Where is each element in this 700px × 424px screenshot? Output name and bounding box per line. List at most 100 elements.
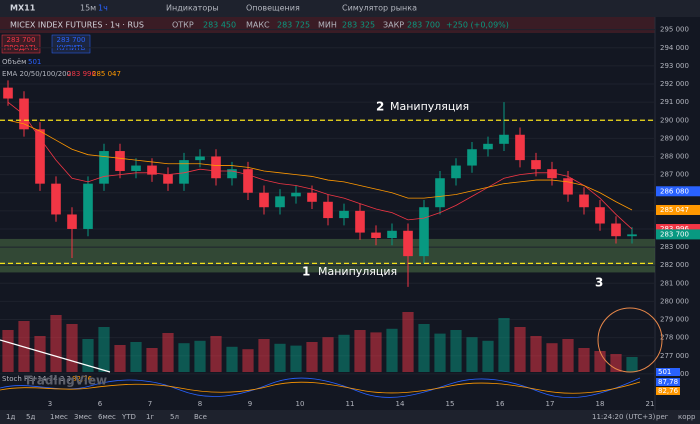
y-tick-label: 292 000 bbox=[660, 80, 689, 88]
x-tick-label: 10 bbox=[296, 400, 305, 408]
volume-bar bbox=[466, 337, 478, 372]
range-button[interactable]: 1д bbox=[6, 413, 15, 421]
buy-button[interactable] bbox=[51, 34, 91, 54]
ema-label: EMA 20/50/100/200 bbox=[2, 70, 71, 78]
ema-line bbox=[7, 101, 633, 230]
y-tick-label: 289 000 bbox=[660, 134, 689, 142]
range-button[interactable]: 3мес bbox=[74, 413, 92, 421]
open-label: ОТКР bbox=[172, 21, 194, 30]
range-button[interactable]: 5л bbox=[170, 413, 179, 421]
candle-body bbox=[67, 214, 77, 229]
x-tick-label: 18 bbox=[596, 400, 605, 408]
candle-body bbox=[307, 192, 317, 202]
toolbar bbox=[0, 0, 700, 17]
candle-body bbox=[515, 134, 525, 161]
range-button[interactable]: 1мес bbox=[50, 413, 68, 421]
range-button[interactable]: 1г bbox=[146, 413, 154, 421]
replay-button[interactable]: Симулятор рынка bbox=[342, 4, 417, 13]
symbol[interactable]: MX11 bbox=[10, 4, 36, 13]
volume-bar bbox=[290, 345, 302, 372]
ema-value: 285 047 bbox=[92, 70, 121, 78]
volume-bar bbox=[210, 336, 222, 372]
candle-body bbox=[211, 156, 221, 179]
plot: 295 000 294 000 293 000 292 000 291 000 290 0… bbox=[0, 26, 700, 408]
sell-button[interactable] bbox=[1, 34, 41, 54]
stoch-axis-value: 82,76 bbox=[658, 387, 679, 395]
candle-body bbox=[499, 134, 509, 144]
candle-body bbox=[131, 165, 141, 171]
y-tick-label: 281 000 bbox=[660, 279, 689, 287]
bottom-bar bbox=[0, 410, 700, 424]
volume-bar bbox=[258, 339, 270, 372]
range-button[interactable]: 5д bbox=[26, 413, 35, 421]
zone bbox=[0, 238, 655, 273]
interval[interactable]: 15м bbox=[80, 4, 96, 13]
x-tick-label: 11 bbox=[346, 400, 355, 408]
price-label-box bbox=[656, 229, 700, 240]
volume-bar bbox=[2, 330, 14, 372]
legend-bar bbox=[0, 17, 655, 33]
y-tick-label: 277 000 bbox=[660, 352, 689, 360]
session[interactable]: рег bbox=[656, 413, 669, 421]
y-tick-label: 279 000 bbox=[660, 316, 689, 324]
volume-bar bbox=[450, 330, 462, 372]
price-label: 286 080 bbox=[660, 187, 689, 195]
candle-body bbox=[243, 169, 253, 193]
y-tick-label: 287 000 bbox=[660, 171, 689, 179]
highlight-circle bbox=[597, 307, 663, 373]
stoch-value: 82,76 bbox=[72, 375, 93, 383]
candle-body bbox=[467, 149, 477, 166]
candle-body bbox=[259, 192, 269, 208]
x-tick-label: 15 bbox=[446, 400, 455, 408]
close-value: 283 700 bbox=[407, 21, 440, 30]
candle-body bbox=[51, 183, 61, 215]
volume-value: 501 bbox=[28, 58, 41, 66]
volume-bar bbox=[178, 343, 190, 372]
stoch-axis-label bbox=[656, 387, 680, 395]
range-buttons: 1д 5д 1мес 3мес 6мес YTD 1г 5л Все bbox=[6, 413, 207, 421]
price-label-box bbox=[656, 224, 700, 235]
y-tick-label: 282 000 bbox=[660, 261, 689, 269]
volume-bar bbox=[546, 343, 558, 372]
price-label: 285 047 bbox=[660, 206, 689, 214]
candle-body bbox=[387, 230, 397, 239]
candle-body bbox=[147, 165, 157, 175]
buy-price: 283 700 bbox=[57, 36, 86, 44]
range-button[interactable]: Все bbox=[194, 413, 207, 421]
change: +250 (+0,09%) bbox=[446, 21, 509, 30]
y-tick-label: 278 000 bbox=[660, 334, 689, 342]
price-label-box bbox=[656, 204, 700, 215]
adjust[interactable]: корр bbox=[678, 413, 696, 421]
y-tick-label: 290 000 bbox=[660, 116, 689, 124]
range-button[interactable]: YTD bbox=[121, 413, 136, 421]
indicators-button[interactable]: Индикаторы bbox=[166, 4, 219, 13]
volume-bar bbox=[626, 357, 638, 372]
legend-title: MICEX INDEX FUTURES · 1ч · RUS bbox=[10, 21, 144, 30]
stoch-k bbox=[0, 377, 641, 399]
annotation-number: 1 bbox=[302, 265, 310, 279]
x-tick-label: 17 bbox=[546, 400, 555, 408]
interval[interactable]: 1ч bbox=[98, 4, 108, 13]
candle-body bbox=[419, 207, 429, 257]
alerts-button[interactable]: Оповещения bbox=[246, 4, 300, 13]
x-tick-label: 9 bbox=[248, 400, 252, 408]
volume-bar bbox=[114, 345, 126, 372]
volume-bar bbox=[418, 324, 430, 372]
range-button[interactable]: 6мес bbox=[98, 413, 116, 421]
x-tick-label: 6 bbox=[98, 400, 103, 408]
low-value: 283 325 bbox=[342, 21, 375, 30]
price-label-box bbox=[656, 186, 700, 197]
volume-bar bbox=[130, 342, 142, 372]
stoch-axis-label bbox=[656, 378, 680, 386]
candle-body bbox=[195, 156, 205, 161]
y-tick-label: 295 000 bbox=[660, 26, 689, 34]
volume-bar bbox=[498, 318, 510, 372]
volume-bar bbox=[82, 339, 94, 372]
annotation-number: 3 bbox=[595, 276, 603, 290]
candle-body bbox=[483, 143, 493, 150]
volume-bar bbox=[274, 343, 286, 372]
volume-bar bbox=[482, 340, 494, 372]
volume-bar bbox=[66, 324, 78, 372]
y-tick-label: 288 000 bbox=[660, 152, 689, 160]
